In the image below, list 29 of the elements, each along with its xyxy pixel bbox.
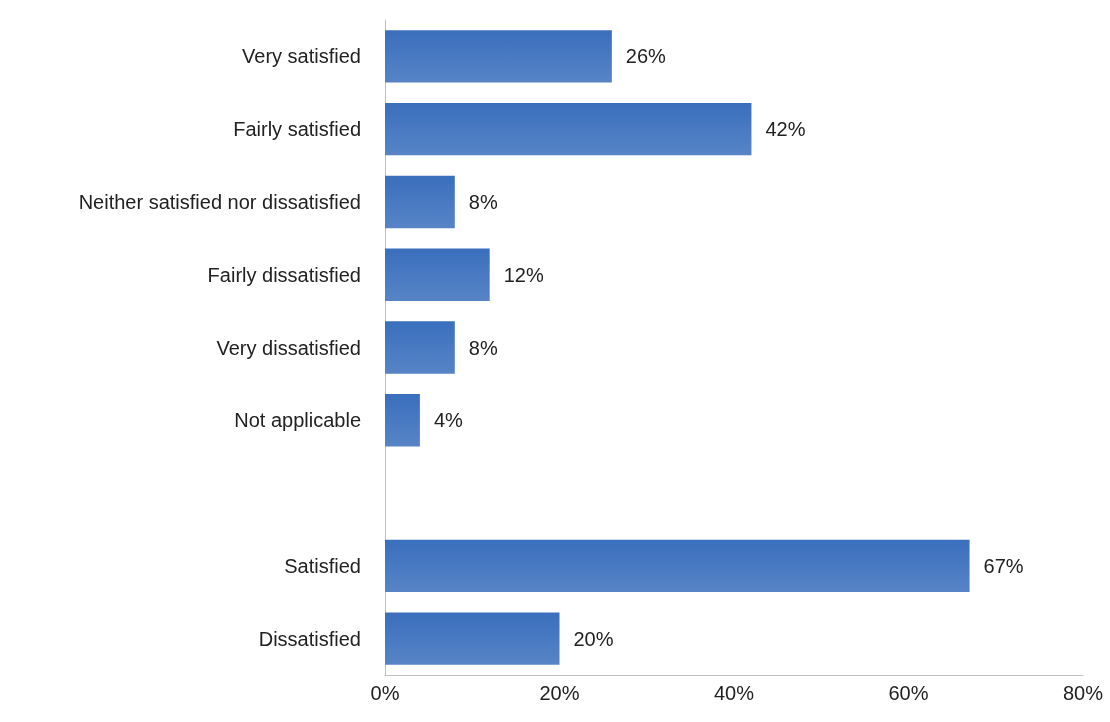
bar [385, 248, 490, 301]
x-tick-label: 40% [713, 682, 755, 704]
x-tick-label: 60% [888, 682, 929, 704]
bar [385, 321, 455, 374]
y-tick-label: Very satisfied [242, 45, 361, 68]
y-tick-label: Not applicable [234, 409, 361, 432]
data-label: 67% [983, 554, 1024, 577]
bar [385, 175, 455, 229]
data-label: 8% [468, 190, 498, 213]
bar [385, 612, 560, 665]
bar [385, 539, 970, 593]
y-tick-label: Fairly dissatisfied [207, 263, 361, 286]
y-tick-label: Neither satisfied nor dissatisfied [78, 190, 361, 213]
x-tick-label: 0% [370, 682, 400, 704]
data-label: 12% [503, 263, 544, 286]
data-label: 26% [625, 45, 667, 68]
x-tick-label: 80% [1062, 682, 1104, 704]
bar [385, 30, 612, 83]
bar [385, 102, 752, 156]
y-tick-label: Satisfied [284, 554, 361, 577]
x-tick-label: 20% [539, 682, 580, 704]
y-tick-label: Dissatisfied [258, 627, 361, 650]
data-label: 8% [468, 336, 498, 359]
bar [385, 394, 420, 447]
y-tick-label: Fairly satisfied [233, 118, 361, 141]
y-tick-label: Very dissatisfied [216, 336, 361, 359]
data-label: 42% [765, 118, 806, 141]
data-label: 20% [573, 627, 614, 650]
data-label: 4% [433, 409, 464, 432]
